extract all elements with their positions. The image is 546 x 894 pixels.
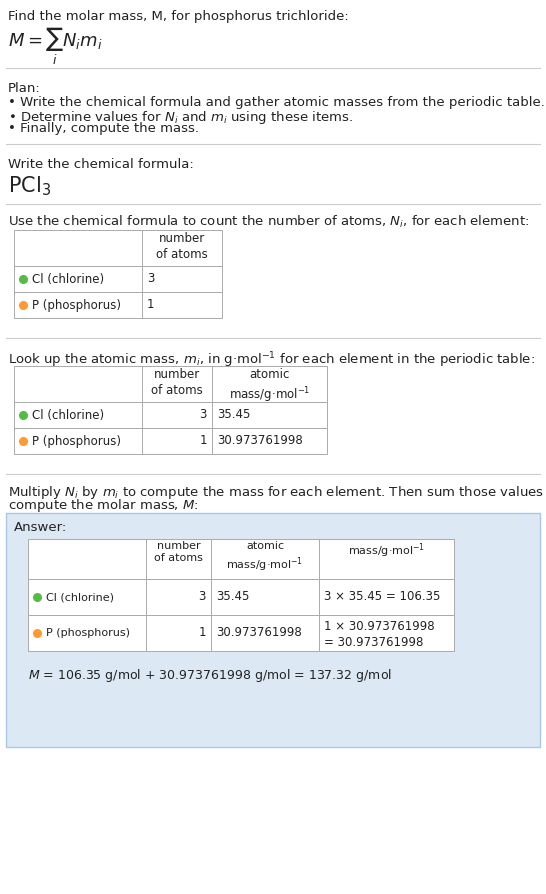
- Text: Cl (chlorine): Cl (chlorine): [46, 592, 114, 602]
- Text: 3 × 35.45 = 106.35: 3 × 35.45 = 106.35: [324, 591, 441, 603]
- Text: atomic
mass/g·mol$^{-1}$: atomic mass/g·mol$^{-1}$: [229, 368, 310, 405]
- Text: Write the chemical formula:: Write the chemical formula:: [8, 158, 194, 171]
- Text: compute the molar mass, $M$:: compute the molar mass, $M$:: [8, 497, 199, 514]
- Text: PCl$_3$: PCl$_3$: [8, 174, 51, 198]
- Text: 30.973761998: 30.973761998: [217, 434, 302, 448]
- Text: • Finally, compute the mass.: • Finally, compute the mass.: [8, 122, 199, 135]
- Text: Look up the atomic mass, $m_i$, in g·mol$^{-1}$ for each element in the periodic: Look up the atomic mass, $m_i$, in g·mol…: [8, 350, 535, 369]
- Text: 1 × 30.973761998
= 30.973761998: 1 × 30.973761998 = 30.973761998: [324, 620, 435, 650]
- Text: Answer:: Answer:: [14, 521, 67, 534]
- Text: 35.45: 35.45: [216, 591, 250, 603]
- Text: P (phosphorus): P (phosphorus): [32, 299, 121, 311]
- Text: P (phosphorus): P (phosphorus): [32, 434, 121, 448]
- Bar: [28, 615, 454, 651]
- Text: number
of atoms: number of atoms: [156, 232, 208, 261]
- Text: 30.973761998: 30.973761998: [216, 627, 302, 639]
- Bar: [14, 428, 327, 454]
- Text: • Write the chemical formula and gather atomic masses from the periodic table.: • Write the chemical formula and gather …: [8, 96, 545, 109]
- Text: 1: 1: [199, 434, 207, 448]
- Bar: [14, 366, 327, 402]
- Text: Plan:: Plan:: [8, 82, 41, 95]
- Text: Cl (chlorine): Cl (chlorine): [32, 409, 104, 421]
- Text: • Determine values for $N_i$ and $m_i$ using these items.: • Determine values for $N_i$ and $m_i$ u…: [8, 109, 353, 126]
- Bar: [28, 539, 454, 579]
- Bar: [14, 402, 327, 428]
- Text: 1: 1: [199, 627, 206, 639]
- Text: Use the chemical formula to count the number of atoms, $N_i$, for each element:: Use the chemical formula to count the nu…: [8, 214, 529, 230]
- Bar: [14, 230, 222, 266]
- Bar: [14, 266, 222, 292]
- Text: 1: 1: [147, 299, 155, 311]
- Text: P (phosphorus): P (phosphorus): [46, 628, 130, 638]
- Text: 35.45: 35.45: [217, 409, 251, 421]
- Bar: [14, 292, 222, 318]
- Text: $M = \sum_i N_i m_i$: $M = \sum_i N_i m_i$: [8, 26, 103, 67]
- Bar: [28, 579, 454, 615]
- Text: mass/g·mol$^{-1}$: mass/g·mol$^{-1}$: [348, 541, 425, 560]
- Text: 3: 3: [199, 591, 206, 603]
- Text: $M$ = 106.35 g/mol + 30.973761998 g/mol = 137.32 g/mol: $M$ = 106.35 g/mol + 30.973761998 g/mol …: [28, 667, 392, 684]
- Text: 3: 3: [200, 409, 207, 421]
- Text: Multiply $N_i$ by $m_i$ to compute the mass for each element. Then sum those val: Multiply $N_i$ by $m_i$ to compute the m…: [8, 484, 546, 501]
- Bar: [6, 513, 540, 747]
- Text: Cl (chlorine): Cl (chlorine): [32, 273, 104, 285]
- Text: 3: 3: [147, 273, 155, 285]
- Text: number
of atoms: number of atoms: [151, 368, 203, 397]
- Text: Find the molar mass, M, for phosphorus trichloride:: Find the molar mass, M, for phosphorus t…: [8, 10, 349, 23]
- Text: number
of atoms: number of atoms: [154, 541, 203, 563]
- Text: atomic
mass/g·mol$^{-1}$: atomic mass/g·mol$^{-1}$: [227, 541, 304, 574]
